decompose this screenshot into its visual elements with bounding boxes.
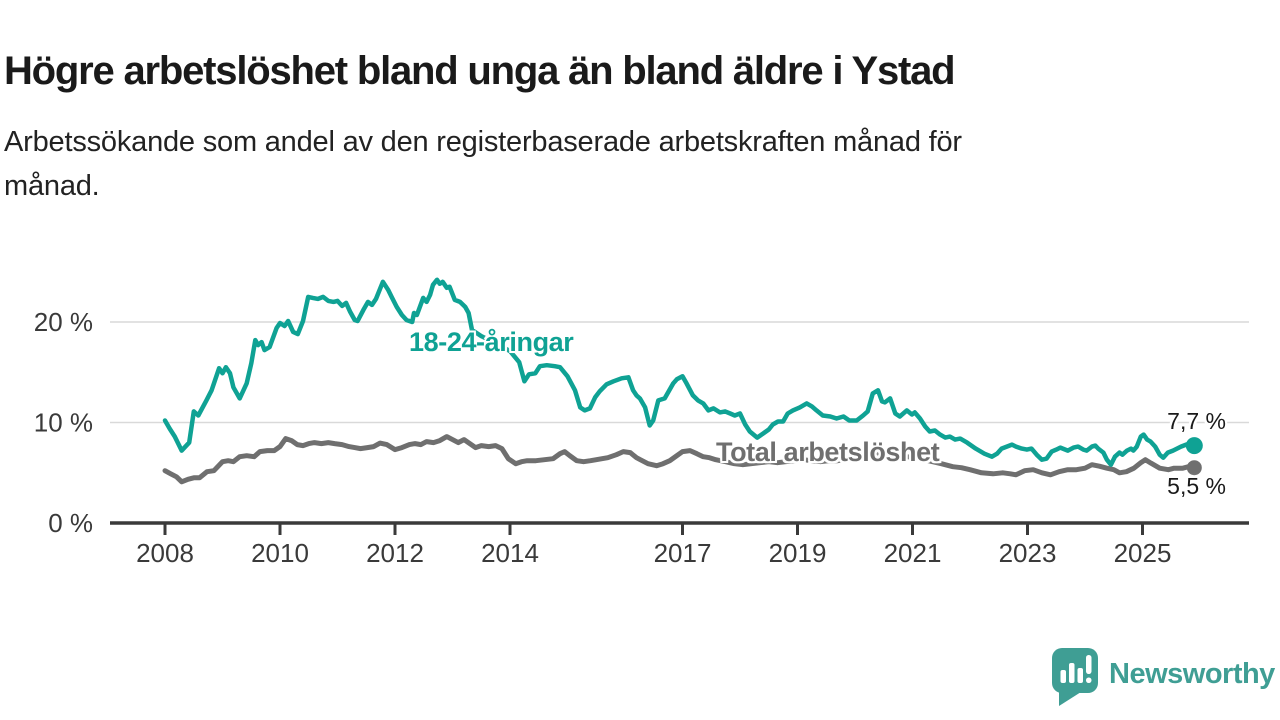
chart-subtitle-line-1: Arbetssökande som andel av den registerb… — [4, 126, 962, 158]
x-axis-tick-label: 2023 — [999, 538, 1057, 568]
chart-subtitle-line-2: månad. — [4, 170, 100, 202]
end-value-label-total: 5,5 % — [1167, 473, 1226, 499]
y-axis-tick-label: 20 % — [34, 307, 93, 337]
speech-bubble-bar-chart-icon — [1052, 648, 1098, 706]
x-axis-tick-label: 2021 — [884, 538, 942, 568]
chart-title: Högre arbetslöshet bland unga än bland ä… — [4, 48, 956, 93]
series-label-18-24: 18-24-åringar — [409, 327, 574, 357]
x-axis-tick-label: 2017 — [654, 538, 712, 568]
y-axis-tick-label: 10 % — [34, 408, 93, 438]
y-axis-tick-label: 0 % — [48, 508, 93, 538]
series-label-total: Total arbetslöshet — [716, 437, 940, 467]
x-axis-tick-label: 2019 — [769, 538, 827, 568]
x-axis-tick-label: 2008 — [136, 538, 194, 568]
series-end-dot-young — [1185, 437, 1203, 455]
newsworthy-wordmark: Newsworthy — [1109, 658, 1275, 690]
x-axis-tick-label: 2010 — [251, 538, 309, 568]
x-axis-tick-label: 2014 — [481, 538, 539, 568]
x-axis-tick-label: 2012 — [366, 538, 424, 568]
x-axis-tick-label: 2025 — [1114, 538, 1172, 568]
series-line-young — [162, 277, 1197, 467]
end-value-label-18-24: 7,7 % — [1167, 408, 1226, 434]
chart-subtitle: Arbetssökande som andel av den registerb… — [4, 120, 1204, 208]
newsworthy-logo: Newsworthy — [1050, 646, 1275, 708]
series-end-dot-total — [1186, 460, 1202, 476]
series-line-total — [162, 434, 1197, 485]
